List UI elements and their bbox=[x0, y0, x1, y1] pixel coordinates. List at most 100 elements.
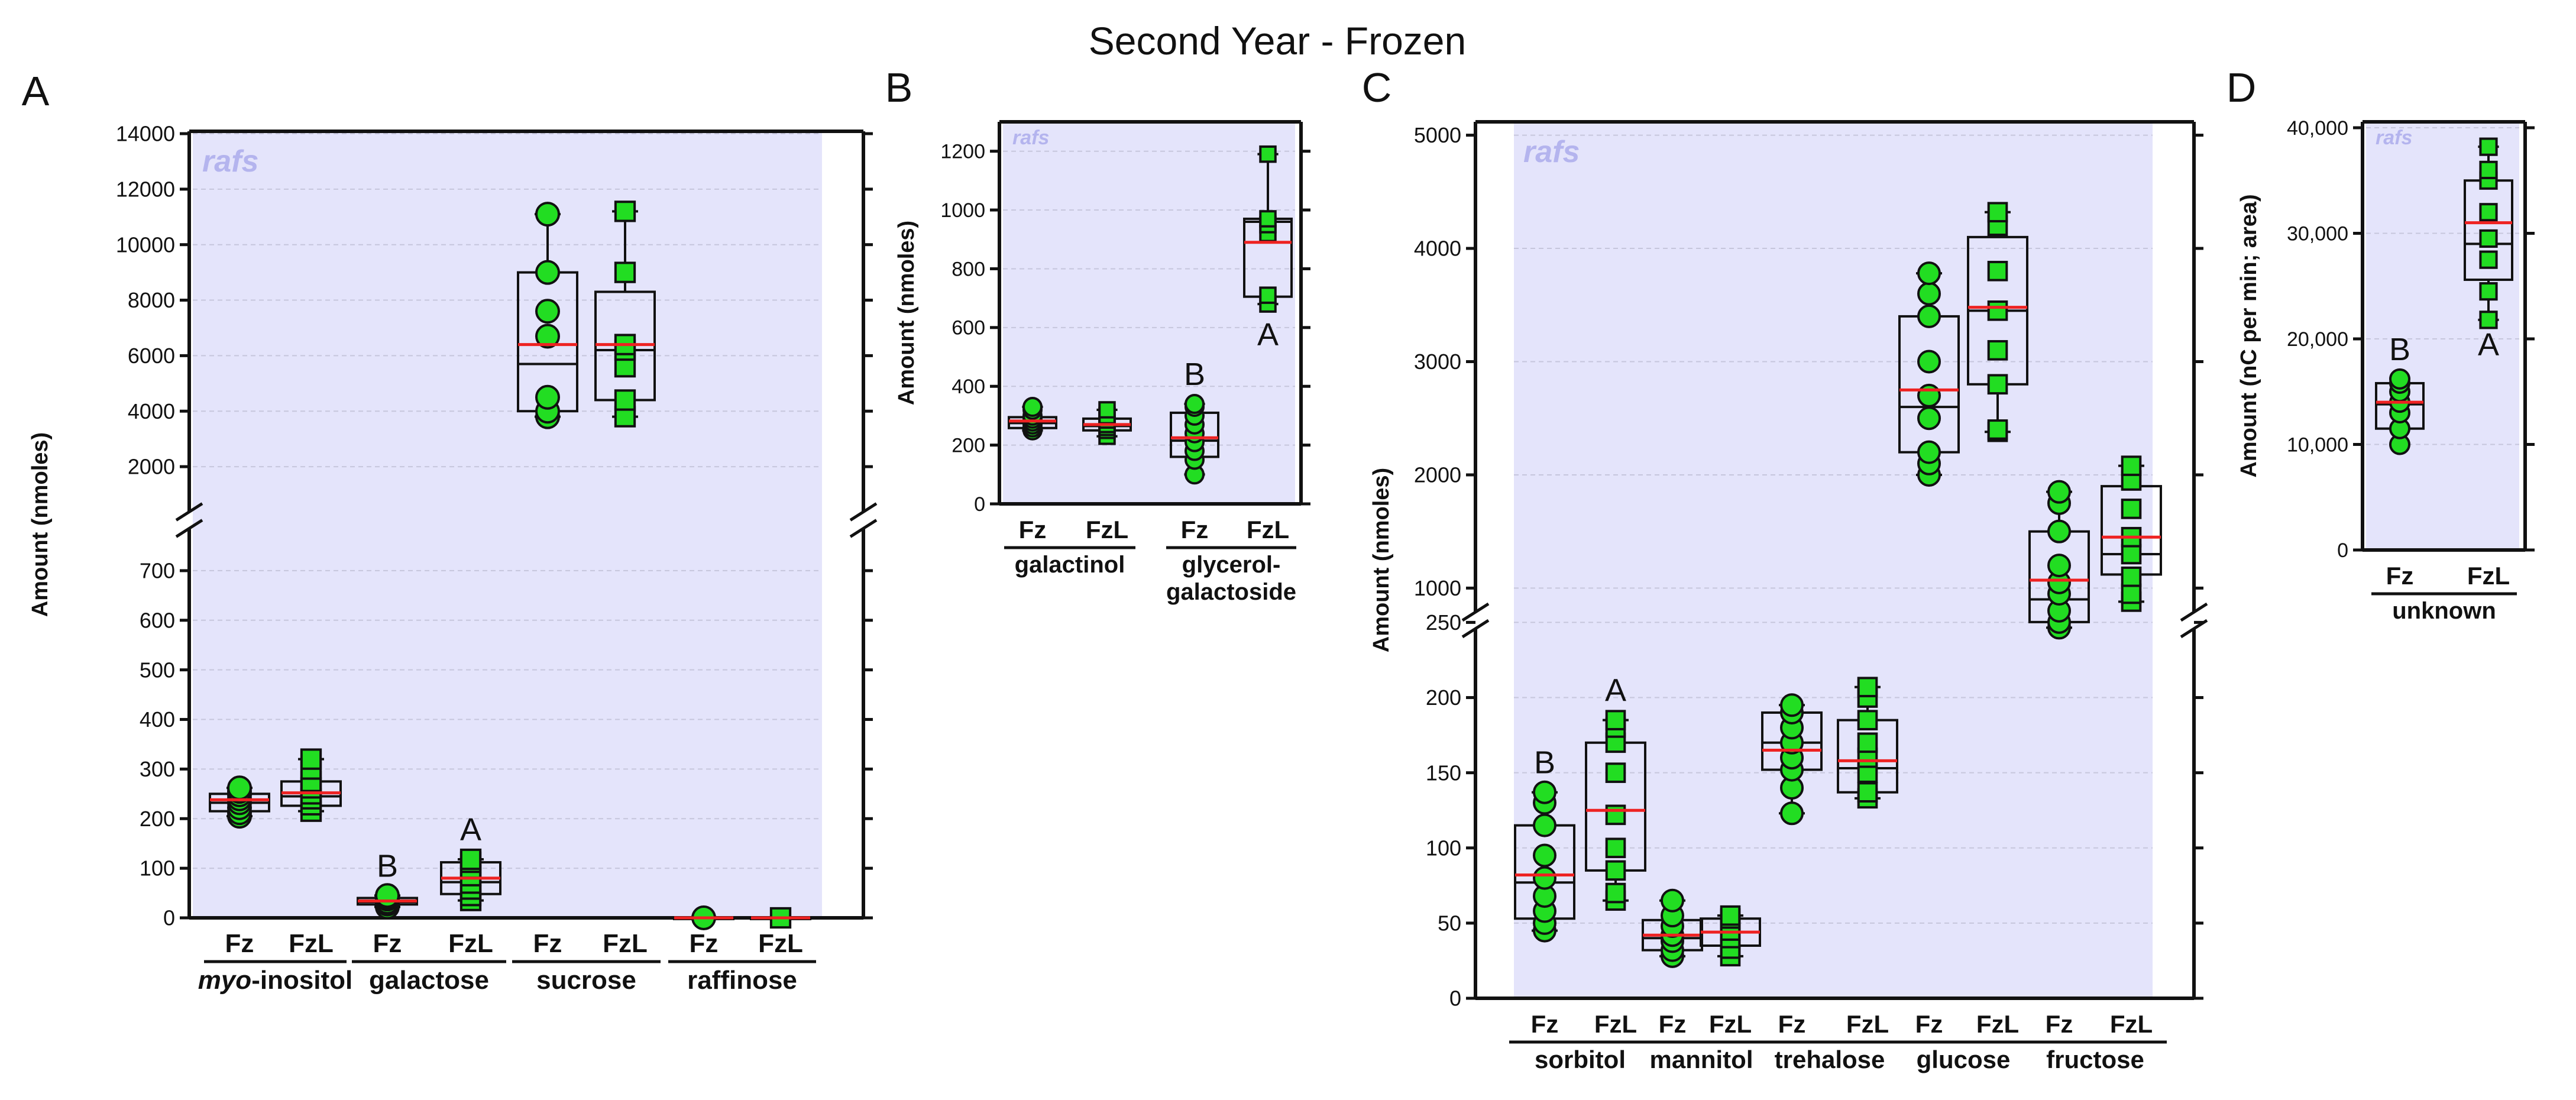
box-group-A-0: Fz bbox=[209, 775, 270, 958]
data-point bbox=[2479, 160, 2498, 179]
ytick-label-D: 20,000 bbox=[2287, 328, 2348, 351]
ytick-label-C: 150 bbox=[1426, 761, 1461, 785]
box-group-B-3: A FzL bbox=[1243, 145, 1293, 543]
box-group-C-5: FzL bbox=[1837, 677, 1898, 1038]
category-label: FzL bbox=[1247, 516, 1289, 543]
category-label: Fz bbox=[1531, 1010, 1559, 1038]
ytick-label-B: 1200 bbox=[940, 141, 985, 163]
category-label: Fz bbox=[2386, 562, 2414, 590]
data-point bbox=[1259, 210, 1277, 228]
data-point bbox=[1605, 882, 1626, 904]
data-point bbox=[535, 323, 560, 349]
ytick-label-B: 600 bbox=[952, 317, 985, 339]
watermark-A: rafs bbox=[202, 144, 258, 179]
box-group-A-2: B Fz bbox=[357, 848, 418, 958]
data-point bbox=[1987, 261, 2008, 282]
significance-letter: A bbox=[460, 812, 481, 847]
data-point bbox=[1857, 782, 1878, 803]
data-point bbox=[1857, 732, 1878, 753]
ytick-label-A: 14000 bbox=[116, 122, 175, 146]
ytick-label-C: 4000 bbox=[1414, 237, 1461, 261]
data-point bbox=[459, 848, 482, 871]
category-label: Fz bbox=[1181, 516, 1209, 543]
data-point bbox=[2479, 229, 2498, 248]
data-point bbox=[1857, 710, 1878, 730]
box-group-C-8: Fz bbox=[2028, 480, 2090, 1038]
group-label-A: galactose bbox=[369, 966, 489, 995]
data-point bbox=[1605, 762, 1626, 783]
ytick-label-A: 4000 bbox=[128, 399, 175, 423]
ytick-label-C: 1000 bbox=[1414, 576, 1461, 600]
data-point bbox=[1533, 780, 1556, 804]
data-point bbox=[1720, 905, 1741, 926]
data-point bbox=[1987, 374, 2008, 395]
box-group-A-5: FzL bbox=[594, 200, 656, 958]
data-point bbox=[1605, 710, 1626, 730]
group-label-A: sucrose bbox=[536, 966, 636, 995]
box-group-D-1: A FzL bbox=[2464, 137, 2513, 590]
data-point bbox=[614, 200, 636, 222]
box-group-A-4: Fz bbox=[517, 202, 578, 958]
box-group-B-0: Fz bbox=[1008, 397, 1057, 543]
ytick-label-A: 6000 bbox=[128, 344, 175, 368]
category-label: Fz bbox=[373, 929, 402, 958]
data-point bbox=[227, 775, 252, 801]
category-label: Fz bbox=[533, 929, 562, 958]
data-point bbox=[1917, 383, 1941, 407]
data-point bbox=[1185, 394, 1205, 415]
watermark-C: rafs bbox=[1523, 135, 1580, 169]
data-point bbox=[1917, 350, 1941, 374]
panel-label-B: B bbox=[885, 64, 913, 111]
axis-break-C bbox=[2180, 602, 2208, 622]
box-group-C-3: FzL bbox=[1700, 905, 1761, 1038]
box-group-C-6: Fz bbox=[1898, 261, 1960, 1038]
box-group-A-6: Fz bbox=[673, 905, 734, 958]
ytick-label-C: 3000 bbox=[1414, 350, 1461, 374]
data-point bbox=[2479, 137, 2498, 156]
panel-label-A: A bbox=[22, 68, 50, 114]
panel-label-D: D bbox=[2227, 64, 2257, 111]
category-label: FzL bbox=[448, 929, 493, 958]
significance-letter: A bbox=[1605, 673, 1626, 708]
data-point bbox=[375, 883, 400, 908]
ytick-label-A: 700 bbox=[140, 559, 175, 583]
category-label: FzL bbox=[1709, 1010, 1752, 1038]
category-label: Fz bbox=[1915, 1010, 1943, 1038]
ytick-label-A: 400 bbox=[140, 707, 175, 732]
axis-break-C bbox=[1461, 619, 1490, 639]
box-group-C-9: FzL bbox=[2101, 455, 2162, 1038]
group-label-C: fructose bbox=[2046, 1046, 2144, 1073]
ytick-label-A: 2000 bbox=[128, 455, 175, 479]
ytick-label-A: 12000 bbox=[116, 177, 175, 201]
data-point bbox=[2121, 455, 2142, 476]
group-label-A: myo-inositol bbox=[198, 966, 353, 995]
ytick-label-A: 10000 bbox=[116, 232, 175, 257]
plot-background-D bbox=[2366, 122, 2519, 550]
data-point bbox=[2479, 203, 2498, 222]
data-point bbox=[2047, 519, 2071, 543]
data-point bbox=[300, 748, 322, 770]
ytick-label-A: 100 bbox=[140, 856, 175, 881]
ytick-label-B: 400 bbox=[952, 376, 985, 398]
group-label-A: raffinose bbox=[687, 966, 797, 995]
box-group-C-4: Fz bbox=[1761, 693, 1823, 1038]
data-point bbox=[1987, 300, 2008, 321]
data-point bbox=[1987, 340, 2008, 361]
data-point bbox=[2121, 583, 2142, 604]
group-label-C: trehalose bbox=[1775, 1046, 1885, 1073]
ytick-label-C: 5000 bbox=[1414, 123, 1461, 147]
data-point bbox=[1259, 145, 1277, 163]
data-point bbox=[1987, 419, 2008, 440]
box-group-C-1: A FzL bbox=[1585, 673, 1646, 1038]
watermark-D: rafs bbox=[2376, 127, 2412, 149]
data-point bbox=[1857, 677, 1878, 698]
box-group-D-0: B Fz bbox=[2375, 332, 2425, 590]
axis-break-A bbox=[849, 519, 878, 538]
significance-letter: B bbox=[1534, 745, 1555, 781]
category-label: FzL bbox=[2467, 562, 2510, 590]
ytick-label-C: 200 bbox=[1426, 685, 1461, 710]
plot-background-B bbox=[1003, 122, 1295, 504]
